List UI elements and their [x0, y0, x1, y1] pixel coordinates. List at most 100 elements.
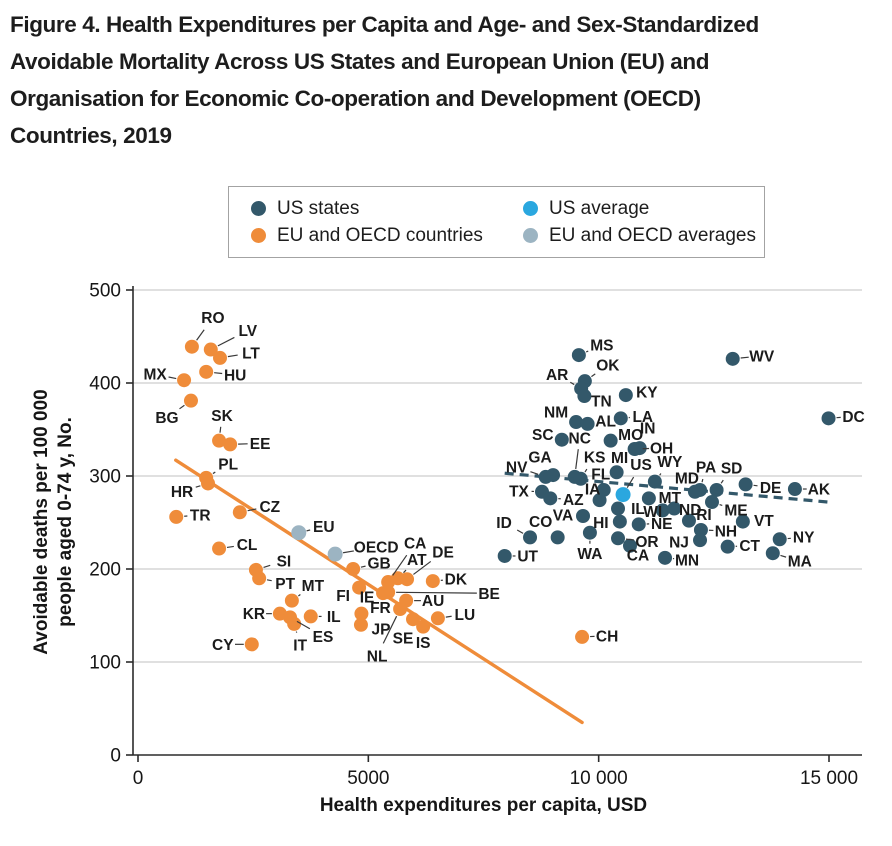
label-leader-line: [403, 569, 407, 574]
data-point-WI: [655, 503, 670, 518]
data-point-DK: [425, 574, 440, 589]
legend-label: EU and OECD countries: [277, 224, 483, 246]
point-label-OECD: OECD: [354, 540, 399, 557]
x-tick-label: 10 000: [570, 768, 628, 789]
label-leader-line: [701, 478, 704, 483]
data-point-UT: [497, 548, 512, 563]
data-point-EE: [223, 437, 238, 452]
data-point-MN: [658, 550, 673, 565]
point-label-WY: WY: [657, 454, 683, 471]
series-us-states: [497, 348, 836, 565]
point-label-AK: AK: [808, 482, 831, 499]
y-tick-label: 100: [89, 653, 121, 674]
point-label-PL: PL: [218, 456, 238, 473]
point-label-ND: ND: [679, 502, 701, 519]
label-leader-line: [263, 564, 271, 569]
data-point-DE: [738, 477, 753, 492]
data-point-MO: [603, 433, 618, 448]
point-label-CL: CL: [237, 537, 258, 554]
point-label-DE: DE: [432, 545, 454, 562]
point-label-SD: SD: [721, 460, 743, 477]
data-point-NH: [693, 522, 708, 537]
point-label-CO: CO: [529, 514, 552, 531]
data-point-CA: [622, 538, 637, 553]
data-point-WV: [725, 351, 740, 366]
point-label-IE: IE: [360, 590, 375, 607]
label-leader-line: [212, 471, 216, 475]
point-label-ME: ME: [724, 503, 747, 520]
y-axis-title: Avoidable deaths per 100 000 people aged…: [30, 389, 78, 654]
series-us-average: [615, 487, 631, 503]
data-point-SC: [554, 432, 569, 447]
point-label-CA: CA: [627, 547, 649, 564]
point-label-EE: EE: [250, 436, 271, 453]
data-point-FI: [352, 580, 367, 595]
data-point-MS: [571, 348, 586, 363]
label-leader-line: [516, 529, 524, 534]
data-point-LT: [212, 350, 227, 365]
label-leader-line: [740, 356, 749, 359]
series-eu-and-oecd-averages: [291, 525, 343, 562]
legend-label: US states: [277, 197, 360, 219]
point-label-CZ: CZ: [259, 499, 280, 516]
data-point-IS: [416, 619, 431, 634]
point-label-TX: TX: [509, 483, 529, 500]
eu-oecd-countries-swatch-icon: [251, 228, 266, 243]
data-point-CY: [244, 637, 259, 652]
point-label-LU: LU: [455, 607, 476, 624]
data-point-CL: [212, 541, 227, 556]
point-label-AT: AT: [407, 552, 427, 569]
point-label-FI: FI: [336, 588, 350, 605]
y-tick-label: 0: [110, 746, 121, 767]
data-point-TN: [577, 389, 592, 404]
data-point-PT: [252, 571, 267, 586]
label-leader-line: [342, 550, 354, 554]
label-leader-line: [392, 554, 408, 576]
data-point-MI: [609, 465, 624, 480]
label-leader-line: [591, 373, 596, 378]
data-point-ID: [523, 530, 538, 545]
point-label-PA: PA: [696, 459, 716, 476]
label-leader-line: [266, 579, 272, 582]
point-label-DK: DK: [445, 572, 468, 589]
data-point-MT: [284, 593, 299, 608]
point-label-NV: NV: [506, 459, 528, 476]
point-label-SC: SC: [532, 427, 554, 444]
data-point-NM: [569, 415, 584, 430]
data-point-IL: [303, 609, 318, 624]
legend: US states US average EU and OECD countri…: [228, 186, 765, 258]
data-point-AU: [399, 593, 414, 608]
data-point-CO: [550, 530, 565, 545]
point-label-RI: RI: [696, 507, 712, 524]
point-label-IS: IS: [416, 635, 431, 652]
data-point-LA: [613, 411, 628, 426]
point-label-ES: ES: [313, 629, 334, 646]
us-average-swatch-icon: [523, 201, 538, 216]
label-leader-line: [360, 565, 366, 568]
point-label-GA: GA: [528, 450, 551, 467]
us-states-swatch-icon: [251, 201, 266, 216]
point-label-TN: TN: [591, 394, 612, 411]
x-tick-label: 15 000: [800, 768, 858, 789]
point-label-CA: CA: [404, 536, 426, 553]
point-label-LA: LA: [632, 409, 653, 426]
point-label-AZ: AZ: [563, 492, 584, 509]
data-point-GB: [346, 562, 361, 576]
label-leader-line: [413, 560, 432, 575]
data-point-NJ: [693, 533, 708, 548]
label-leader-line: [584, 468, 588, 473]
data-point-OH: [627, 442, 642, 457]
point-label-CY: CY: [212, 637, 234, 654]
point-label-DC: DC: [842, 409, 864, 426]
point-label-LT: LT: [242, 345, 260, 362]
data-point-ME: [704, 495, 719, 510]
data-point-DC: [821, 411, 836, 426]
figure-title-line: Figure 4. Health Expenditures per Capita…: [10, 12, 759, 37]
data-point-OR: [611, 531, 626, 546]
data-point-AZ: [543, 491, 558, 506]
label-leader-line: [396, 591, 477, 594]
point-label-AU: AU: [422, 593, 444, 610]
point-label-OK: OK: [596, 358, 620, 375]
